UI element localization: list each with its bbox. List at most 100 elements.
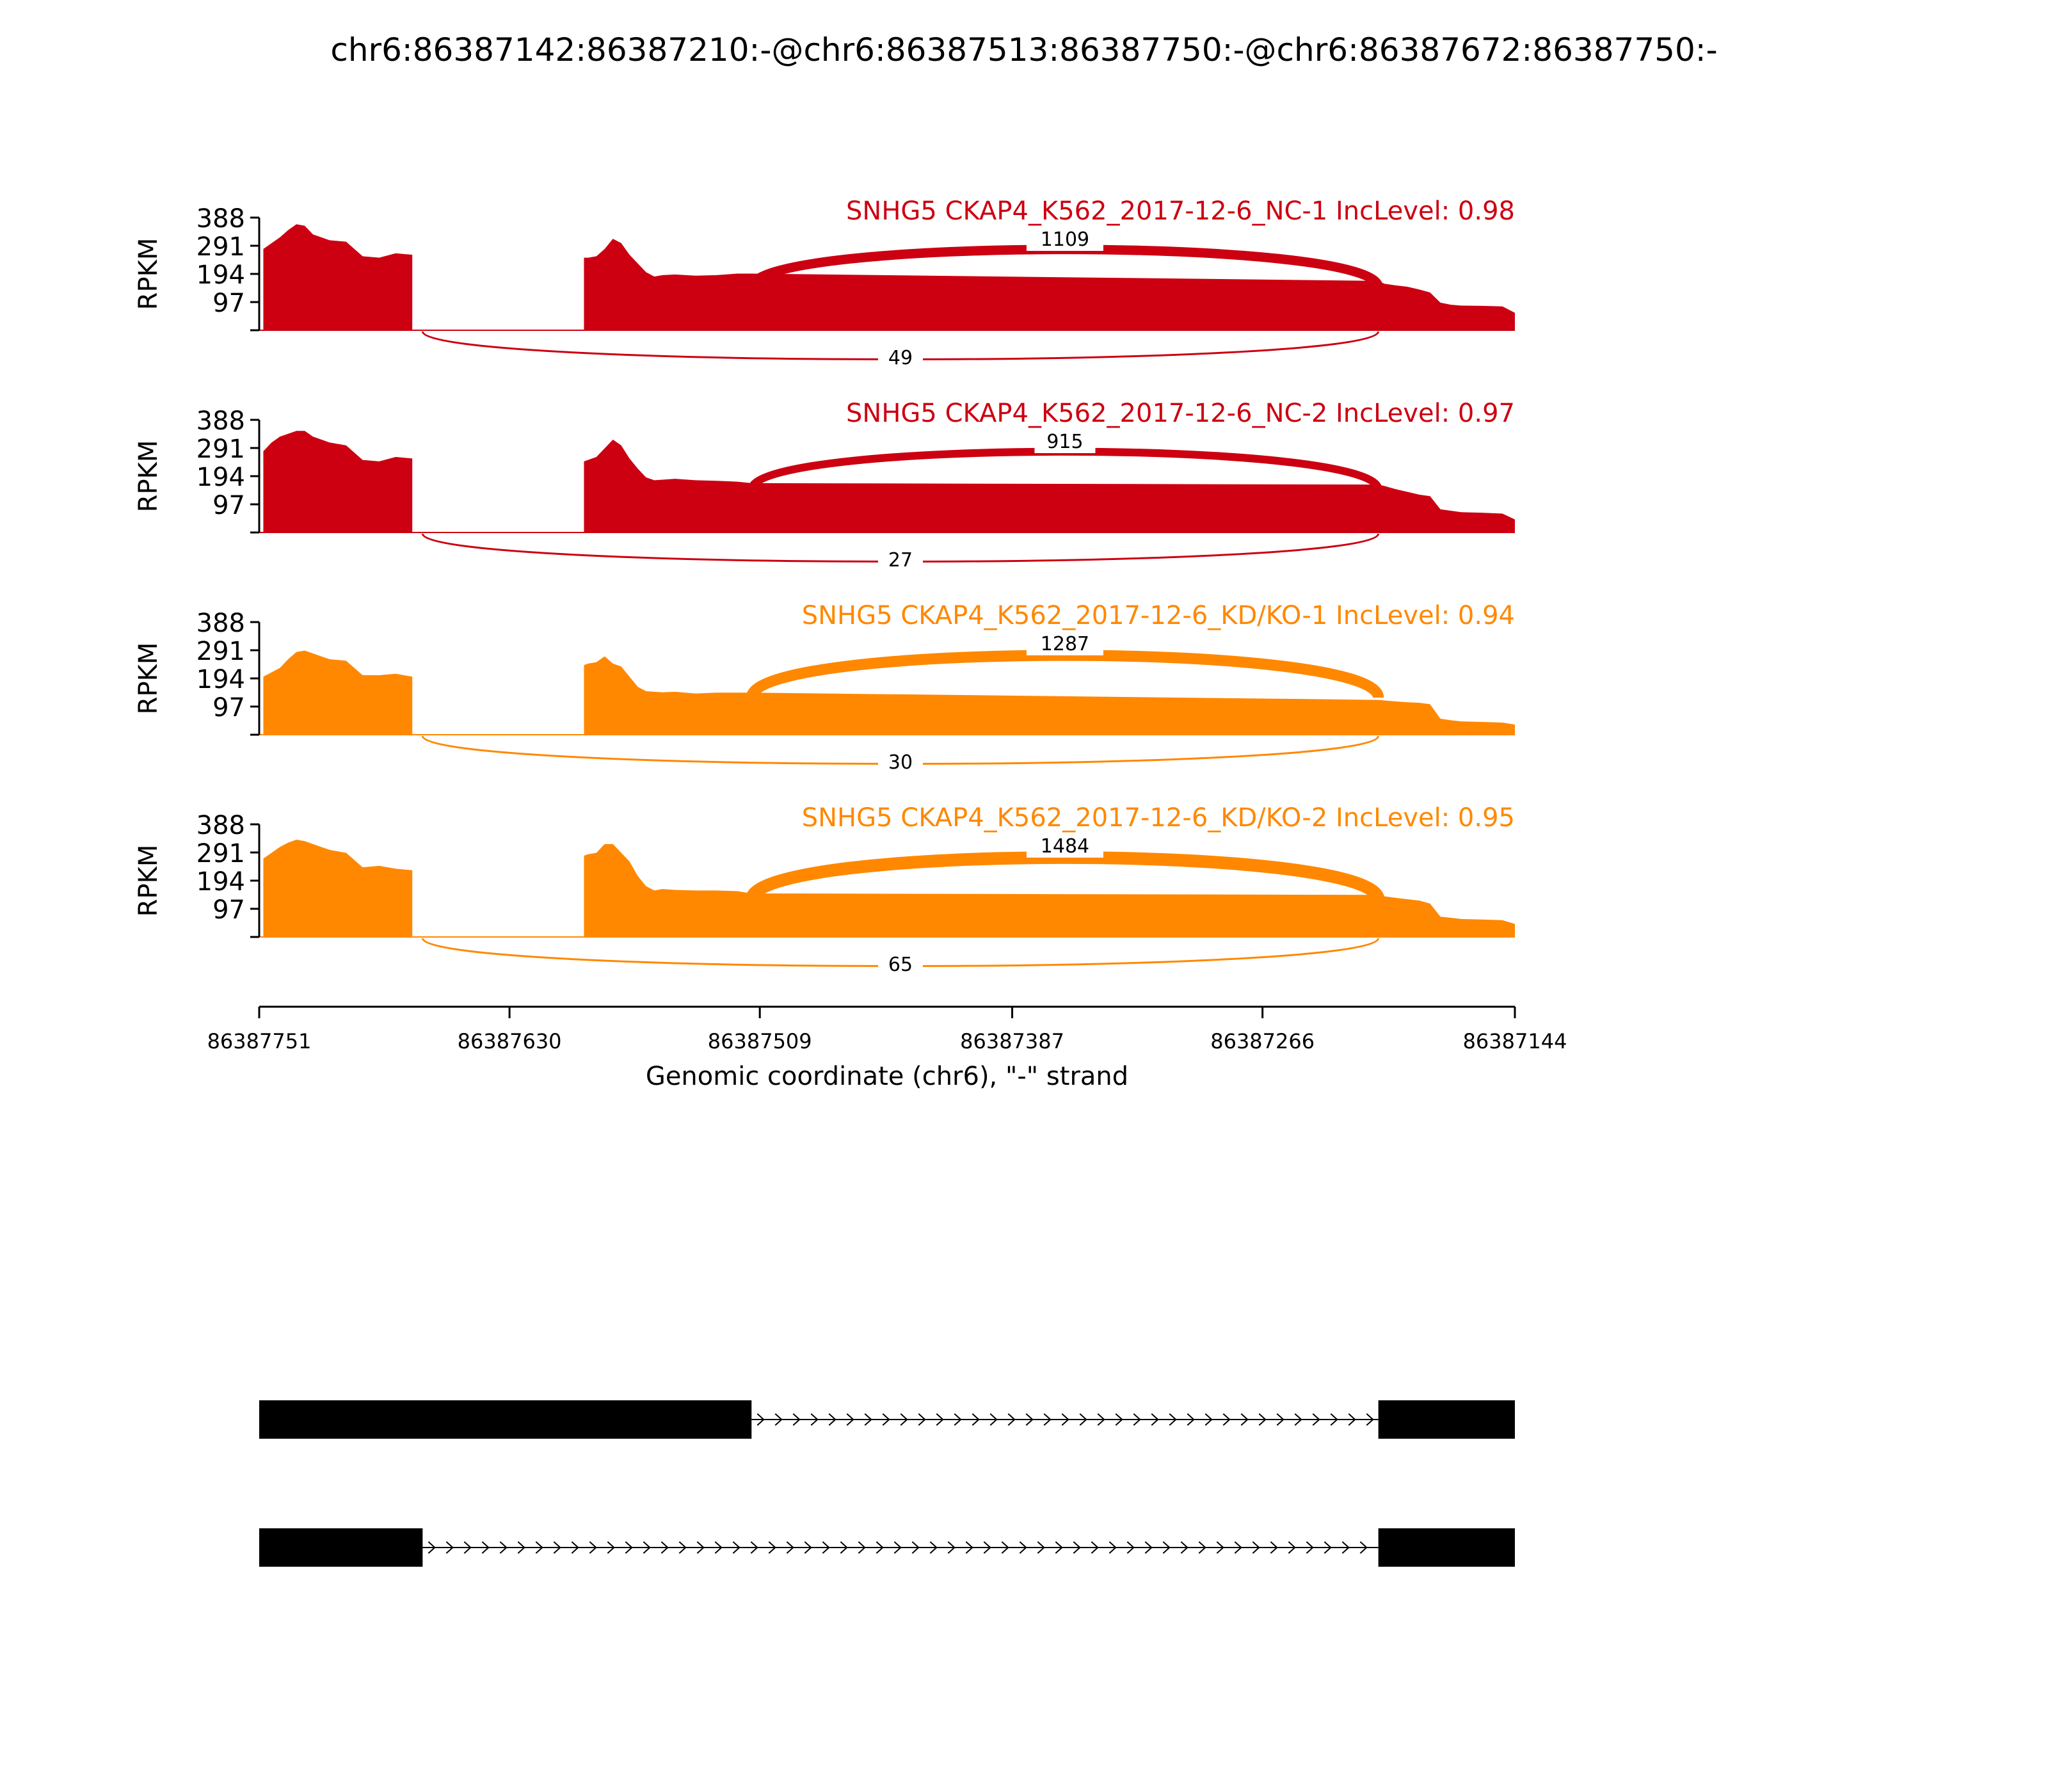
x-tick-label: 86387144 bbox=[1463, 1029, 1567, 1053]
strand-arrow bbox=[840, 1541, 848, 1554]
y-tick-label: 291 bbox=[196, 839, 245, 868]
strand-arrow bbox=[954, 1413, 962, 1426]
y-tick-label: 388 bbox=[196, 406, 245, 436]
x-tick-label: 86387630 bbox=[458, 1029, 562, 1053]
coverage-area bbox=[263, 840, 413, 937]
junction-label-bg bbox=[878, 547, 924, 572]
strand-arrow bbox=[1341, 1541, 1350, 1554]
strand-arrow bbox=[929, 1541, 938, 1554]
strand-arrow bbox=[1240, 1413, 1249, 1426]
coverage-area bbox=[263, 431, 413, 532]
strand-arrow bbox=[625, 1541, 633, 1554]
junction-label-bg bbox=[1026, 631, 1103, 655]
strand-arrow bbox=[1348, 1413, 1356, 1426]
isoform-inclusion bbox=[259, 1400, 1515, 1439]
y-tick-label: 97 bbox=[212, 895, 245, 925]
strand-arrow bbox=[660, 1541, 669, 1554]
strand-arrow bbox=[1007, 1413, 1016, 1426]
junction-count-label: 49 bbox=[888, 347, 913, 369]
strand-arrow bbox=[1270, 1541, 1278, 1554]
y-tick-label: 291 bbox=[196, 637, 245, 666]
y-tick-label: 388 bbox=[196, 609, 245, 638]
exon-block bbox=[1378, 1528, 1515, 1567]
coverage-area bbox=[263, 650, 413, 735]
sample-title: SNHG5 CKAP4_K562_2017-12-6_KD/KO-2 IncLe… bbox=[802, 803, 1515, 833]
y-axis-label: RPKM bbox=[134, 440, 163, 513]
junction-label-bg bbox=[1026, 833, 1103, 858]
sample-title: SNHG5 CKAP4_K562_2017-12-6_NC-2 IncLevel… bbox=[846, 399, 1515, 428]
isoform-models bbox=[259, 1400, 1515, 1567]
strand-arrow bbox=[828, 1413, 836, 1426]
y-tick-label: 97 bbox=[212, 693, 245, 723]
strand-arrow bbox=[678, 1541, 687, 1554]
y-axis-label: RPKM bbox=[134, 643, 163, 715]
strand-arrow bbox=[900, 1413, 908, 1426]
y-tick-label: 291 bbox=[196, 435, 245, 464]
y-tick-label: 388 bbox=[196, 204, 245, 234]
strand-arrow bbox=[1276, 1413, 1284, 1426]
strand-arrow bbox=[1324, 1541, 1332, 1554]
strand-arrow bbox=[428, 1541, 436, 1554]
x-axis-label: Genomic coordinate (chr6), "-" strand bbox=[646, 1062, 1128, 1091]
coverage-area bbox=[263, 224, 413, 330]
strand-arrow bbox=[1097, 1413, 1105, 1426]
junction-label-bg bbox=[878, 749, 924, 774]
strand-arrow bbox=[714, 1541, 723, 1554]
strand-arrow bbox=[1001, 1541, 1009, 1554]
strand-arrow bbox=[972, 1413, 980, 1426]
strand-arrow bbox=[1025, 1413, 1034, 1426]
strand-arrow bbox=[1216, 1541, 1224, 1554]
strand-arrow bbox=[774, 1413, 783, 1426]
strand-arrow bbox=[911, 1541, 920, 1554]
strand-arrow bbox=[768, 1541, 776, 1554]
sample-title: SNHG5 CKAP4_K562_2017-12-6_NC-1 IncLevel… bbox=[846, 196, 1515, 226]
y-axis-label: RPKM bbox=[134, 845, 163, 917]
strand-arrow bbox=[1043, 1413, 1052, 1426]
strand-arrow bbox=[553, 1541, 561, 1554]
strand-arrow bbox=[1055, 1541, 1063, 1554]
strand-arrow bbox=[822, 1541, 830, 1554]
strand-arrow bbox=[1222, 1413, 1231, 1426]
x-tick-label: 86387751 bbox=[207, 1029, 312, 1053]
coverage-area bbox=[584, 844, 1516, 937]
coverage-area bbox=[584, 656, 1516, 735]
strand-arrow bbox=[864, 1413, 872, 1426]
strand-arrow bbox=[732, 1541, 740, 1554]
strand-arrow bbox=[786, 1541, 794, 1554]
y-tick-label: 194 bbox=[196, 665, 245, 694]
junction-count-label: 1484 bbox=[1041, 835, 1089, 858]
strand-arrow bbox=[750, 1541, 758, 1554]
strand-arrow bbox=[1037, 1541, 1045, 1554]
strand-arrow bbox=[463, 1541, 472, 1554]
strand-arrow bbox=[893, 1541, 902, 1554]
strand-arrow bbox=[1204, 1413, 1213, 1426]
sample-title: SNHG5 CKAP4_K562_2017-12-6_KD/KO-1 IncLe… bbox=[802, 601, 1515, 630]
coverage-area bbox=[584, 439, 1516, 532]
strand-arrow bbox=[1330, 1413, 1338, 1426]
y-tick-label: 291 bbox=[196, 232, 245, 262]
x-tick-label: 86387509 bbox=[708, 1029, 812, 1053]
junction-label-bg bbox=[878, 952, 924, 976]
strand-arrow bbox=[846, 1413, 854, 1426]
strand-arrow bbox=[1108, 1541, 1117, 1554]
strand-arrow bbox=[1252, 1541, 1260, 1554]
junction-label-bg bbox=[878, 345, 924, 369]
y-tick-label: 97 bbox=[212, 289, 245, 318]
strand-arrow bbox=[1091, 1541, 1099, 1554]
strand-arrow bbox=[1312, 1413, 1320, 1426]
strand-arrow bbox=[1366, 1413, 1374, 1426]
strand-arrow bbox=[589, 1541, 597, 1554]
strand-arrow bbox=[535, 1541, 543, 1554]
strand-arrow bbox=[1126, 1541, 1135, 1554]
strand-arrow bbox=[499, 1541, 508, 1554]
junction-label-bg bbox=[1026, 227, 1103, 251]
strand-arrow bbox=[947, 1541, 956, 1554]
strand-arrow bbox=[1169, 1413, 1177, 1426]
strand-arrow bbox=[445, 1541, 454, 1554]
strand-arrow bbox=[804, 1541, 812, 1554]
strand-arrow bbox=[756, 1413, 765, 1426]
strand-arrow bbox=[1306, 1541, 1314, 1554]
